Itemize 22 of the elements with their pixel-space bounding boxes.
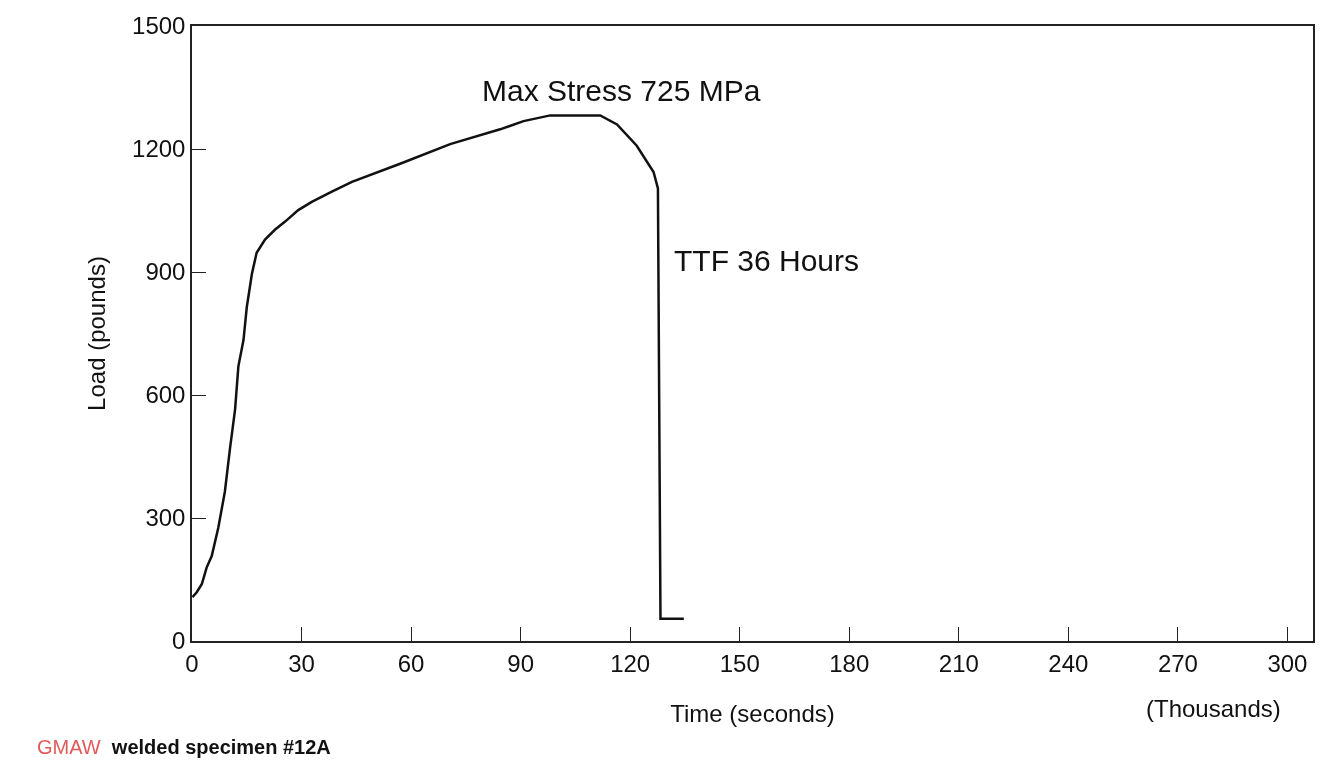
- x-tick-label: 300: [1267, 649, 1308, 677]
- text: (Thousands): [1146, 695, 1281, 722]
- annotation: Max Stress 725 MPa: [482, 74, 761, 107]
- y-tick-label: 1500: [132, 12, 186, 40]
- x-tick-label: 90: [507, 649, 534, 677]
- annotation: TTF 36 Hours: [674, 244, 860, 277]
- y-tick-label: 600: [145, 381, 186, 409]
- x-tick-label: 240: [1048, 649, 1089, 677]
- y-axis-title: Load (pounds): [82, 256, 110, 411]
- x-axis-title: Time (seconds): [670, 700, 835, 728]
- x-tick-label: 60: [397, 649, 425, 677]
- y-tick-label: 0: [172, 627, 186, 655]
- x-tick-label: 270: [1157, 649, 1198, 677]
- text: GMAW welded specimen #12A: [37, 736, 331, 758]
- y-tick-label: 1200: [132, 135, 186, 163]
- x-tick-label: 180: [829, 649, 870, 677]
- y-tick-label: 300: [145, 504, 186, 532]
- x-tick-label: 150: [719, 649, 760, 677]
- x-tick-label: 120: [610, 649, 651, 677]
- x-tick-label: 30: [288, 649, 315, 677]
- y-tick-label: 900: [145, 258, 186, 286]
- x-tick-label: 210: [938, 649, 979, 677]
